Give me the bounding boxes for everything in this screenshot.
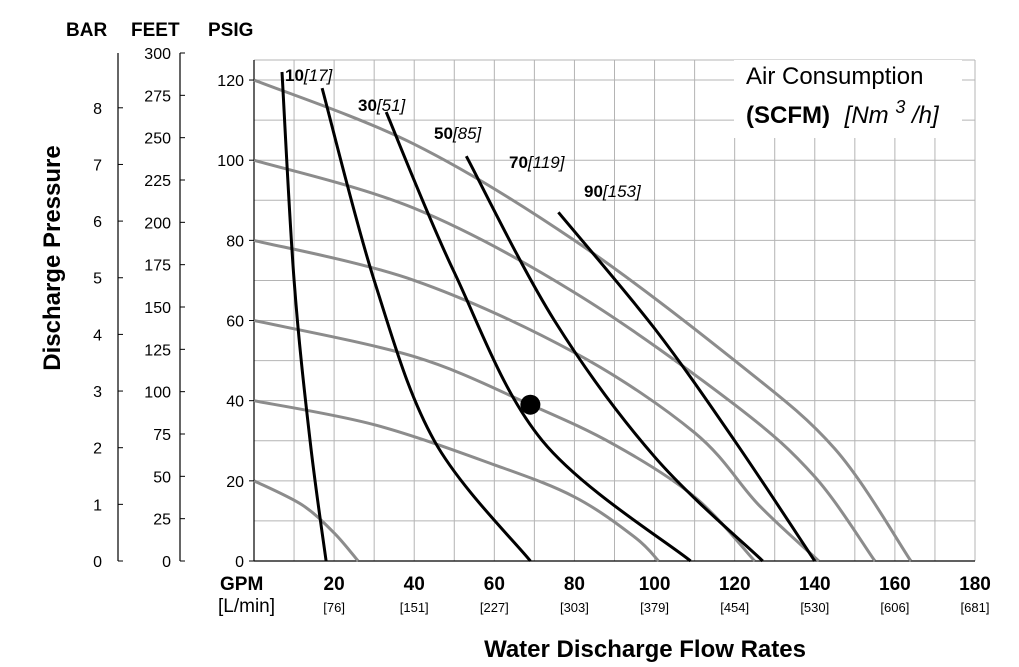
curve-label-nm3h: [51] (376, 96, 407, 115)
grid-lines (253, 59, 976, 562)
x-unit-gpm: GPM (220, 574, 263, 595)
psig-tick-label: 100 (217, 153, 244, 170)
x-tick-label-metric: [76] (323, 600, 345, 615)
curve-label: 50[85] (434, 124, 483, 143)
x-tick-label: 100 (639, 574, 671, 595)
bar-tick-label: 1 (93, 497, 102, 514)
x-tick-label: 140 (799, 574, 831, 595)
air-consumption-curve (280, 71, 328, 562)
x-tick-label-metric: [454] (720, 600, 749, 615)
psig-tick-label: 80 (226, 233, 244, 250)
air-pressure-curve (253, 158, 877, 562)
x-tick-label-metric: [530] (800, 600, 829, 615)
feet-tick-label: 50 (153, 469, 171, 486)
feet-tick-label: 75 (153, 427, 171, 444)
air-consumption-curve (384, 111, 692, 563)
psig-tick-label: 60 (226, 314, 244, 331)
x-tick-label-metric: [151] (400, 600, 429, 615)
feet-tick-label: 275 (144, 88, 171, 105)
psig-axis-header: PSIG (208, 20, 253, 41)
legend-box (734, 60, 962, 138)
psig-tick-label: 120 (217, 73, 244, 90)
psig-tick-label: 0 (235, 554, 244, 571)
tick-labels: 0204060801001200255075100125150175200225… (93, 46, 991, 615)
air-consumption-curve (320, 87, 532, 562)
x-tick-label: 120 (719, 574, 751, 595)
curve-labels: 10[17] 30[51] 50[85] 70[119] 90[153] (285, 66, 642, 201)
curve-label-nm3h: [17] (303, 66, 334, 85)
bar-tick-label: 3 (93, 384, 102, 401)
x-tick-label: 40 (404, 574, 425, 595)
x-tick-label: 180 (959, 574, 991, 595)
psig-tick-label: 40 (226, 394, 244, 411)
feet-tick-label: 175 (144, 258, 171, 275)
curve-label: 30[51] (358, 96, 407, 115)
legend-unit-nm3h-sup: 3 (895, 97, 905, 117)
bar-tick-label: 4 (93, 327, 102, 344)
bar-tick-label: 8 (93, 101, 102, 118)
operating-point-layer (520, 394, 541, 415)
feet-tick-label: 150 (144, 300, 171, 317)
curve-label-scfm: 70 (509, 153, 528, 172)
x-tick-label: 160 (879, 574, 911, 595)
air-consumption-curve (464, 155, 764, 563)
y-axis-title: Discharge Pressure (39, 145, 66, 370)
x-axis-title: Water Discharge Flow Rates (484, 636, 806, 663)
legend: Air Consumption (SCFM) [Nm 3 /h] (734, 60, 962, 138)
curve-label-scfm: 90 (584, 182, 603, 201)
air-pressure-curve (253, 399, 660, 563)
bar-tick-label: 0 (93, 554, 102, 571)
bar-axis-header: BAR (66, 20, 107, 41)
feet-tick-label: 125 (144, 342, 171, 359)
feet-tick-label: 225 (144, 173, 171, 190)
legend-unit: (SCFM) [Nm 3 /h] (746, 92, 940, 129)
operating-point (520, 394, 541, 415)
x-tick-label-metric: [303] (560, 600, 589, 615)
x-tick-label: 20 (324, 574, 345, 595)
x-tick-label: 60 (484, 574, 505, 595)
air-pressure-curve (253, 78, 913, 562)
curve-label-nm3h: [153] (602, 182, 642, 201)
legend-title: Air Consumption (746, 63, 923, 90)
feet-tick-label: 200 (144, 215, 171, 232)
feet-tick-label: 25 (153, 512, 171, 529)
bar-tick-label: 6 (93, 214, 102, 231)
x-tick-label-metric: [681] (961, 600, 990, 615)
x-unit-lmin: [L/min] (218, 596, 275, 617)
legend-unit-nm3h-pre: [Nm (844, 102, 889, 129)
curve-label-nm3h: [119] (527, 153, 566, 172)
feet-tick-label: 300 (144, 46, 171, 63)
curve-label: 10[17] (285, 66, 334, 85)
bar-tick-label: 7 (93, 157, 102, 174)
curve-label-nm3h: [85] (452, 124, 483, 143)
x-tick-label-metric: [379] (640, 600, 669, 615)
legend-unit-nm3h-post: /h] (910, 102, 940, 129)
air-consumption-curve (557, 211, 817, 562)
legend-unit-scfm: (SCFM) (746, 102, 830, 129)
air-consumption-curves (280, 71, 817, 563)
curve-label-scfm: 10 (285, 66, 304, 85)
psig-tick-label: 20 (226, 474, 244, 491)
curve-label: 70[119] (509, 153, 566, 172)
feet-tick-label: 250 (144, 131, 171, 148)
x-tick-label-metric: [227] (480, 600, 509, 615)
curve-label-scfm: 50 (434, 124, 453, 143)
feet-tick-label: 0 (162, 554, 171, 571)
feet-tick-label: 100 (144, 385, 171, 402)
feet-axis-header: FEET (131, 20, 180, 41)
bar-tick-label: 5 (93, 271, 102, 288)
air-pressure-curve (253, 238, 820, 563)
curve-label: 90[153] (584, 182, 642, 201)
pressure-curves (253, 78, 913, 563)
bar-tick-label: 2 (93, 441, 102, 458)
x-tick-label-metric: [606] (880, 600, 909, 615)
curve-label-scfm: 30 (358, 96, 377, 115)
x-tick-label: 80 (564, 574, 585, 595)
